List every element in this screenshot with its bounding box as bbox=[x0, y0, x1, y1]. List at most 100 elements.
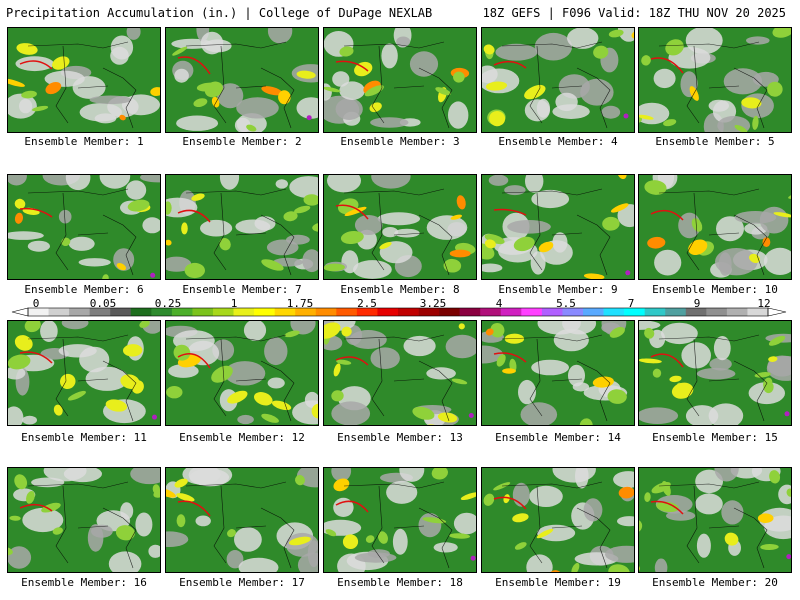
ensemble-member-label: Ensemble Member: 2 bbox=[182, 135, 302, 148]
scale-tick-label: 3.25 bbox=[419, 297, 447, 310]
scale-swatch bbox=[541, 308, 563, 316]
scale-swatch bbox=[48, 308, 70, 316]
ensemble-map-panel bbox=[7, 467, 161, 573]
precip-field bbox=[166, 175, 318, 279]
scale-swatch bbox=[274, 308, 296, 316]
ensemble-member-label: Ensemble Member: 9 bbox=[498, 283, 618, 296]
scale-swatch bbox=[254, 308, 275, 316]
scale-tick-label: 9 bbox=[693, 297, 701, 310]
scale-tick-label: 12 bbox=[757, 297, 771, 310]
precip-field bbox=[482, 321, 628, 425]
ensemble-member-label: Ensemble Member: 7 bbox=[182, 283, 302, 296]
precip-field bbox=[639, 321, 791, 425]
scale-tick-label: 2.5 bbox=[357, 297, 377, 310]
scale-tick-label: 7 bbox=[627, 297, 635, 310]
scale-swatch bbox=[521, 308, 543, 316]
scale-swatch bbox=[459, 308, 481, 316]
precip-field bbox=[166, 321, 318, 425]
ensemble-member-label: Ensemble Member: 12 bbox=[179, 431, 305, 444]
ensemble-map-panel bbox=[323, 320, 477, 426]
scale-swatch bbox=[562, 308, 584, 316]
precip-field bbox=[8, 321, 160, 425]
precip-field bbox=[639, 28, 791, 132]
scale-swatch bbox=[110, 308, 132, 316]
ensemble-map-panel bbox=[481, 320, 635, 426]
ensemble-map-panel bbox=[7, 320, 161, 426]
ensemble-map-panel bbox=[7, 27, 161, 133]
scale-tick-label: 0.25 bbox=[154, 297, 182, 310]
ensemble-member-label: Ensemble Member: 6 bbox=[24, 283, 144, 296]
ensemble-map-panel bbox=[7, 174, 161, 280]
precip-field bbox=[482, 28, 634, 129]
scale-swatch bbox=[583, 308, 604, 316]
ensemble-member-label: Ensemble Member: 15 bbox=[652, 431, 778, 444]
ensemble-member-label: Ensemble Member: 18 bbox=[337, 576, 463, 589]
map-title: Precipitation Accumulation (in.) | Colle… bbox=[6, 6, 433, 20]
precip-field bbox=[639, 468, 791, 572]
precip-field bbox=[324, 28, 470, 129]
precip-field bbox=[483, 468, 634, 572]
scale-swatch bbox=[398, 308, 419, 316]
scale-swatch bbox=[644, 308, 666, 316]
ensemble-member-label: Ensemble Member: 14 bbox=[495, 431, 621, 444]
scale-swatch bbox=[726, 308, 748, 316]
ensemble-member-label: Ensemble Member: 1 bbox=[24, 135, 144, 148]
scale-swatch bbox=[356, 308, 378, 316]
ensemble-map-panel bbox=[323, 467, 477, 573]
scale-swatch bbox=[665, 308, 687, 316]
ensemble-member-label: Ensemble Member: 13 bbox=[337, 431, 463, 444]
scale-tick-label: 5.5 bbox=[556, 297, 576, 310]
ensemble-map-panel bbox=[481, 27, 635, 133]
scale-swatch bbox=[747, 308, 769, 316]
ensemble-map-panel bbox=[481, 174, 635, 280]
ensemble-map-panel bbox=[323, 174, 477, 280]
ensemble-member-label: Ensemble Member: 5 bbox=[655, 135, 775, 148]
scale-swatch bbox=[480, 308, 502, 316]
scale-tick-label: 1.75 bbox=[286, 297, 314, 310]
ensemble-member-label: Ensemble Member: 17 bbox=[179, 576, 305, 589]
scale-swatch bbox=[130, 308, 152, 316]
ensemble-map-panel bbox=[638, 27, 792, 133]
ensemble-member-label: Ensemble Member: 10 bbox=[652, 283, 778, 296]
precip-field bbox=[8, 175, 160, 279]
ensemble-map-panel bbox=[165, 467, 319, 573]
precip-field bbox=[8, 468, 160, 572]
precip-field bbox=[166, 468, 318, 572]
scale-tick-label: 0.05 bbox=[89, 297, 117, 310]
ensemble-map-panel bbox=[165, 320, 319, 426]
ensemble-member-label: Ensemble Member: 4 bbox=[498, 135, 618, 148]
scale-swatch bbox=[336, 308, 358, 316]
scale-swatch bbox=[151, 308, 173, 316]
ensemble-member-label: Ensemble Member: 8 bbox=[340, 283, 460, 296]
scale-tick-label: 1 bbox=[230, 297, 238, 310]
scale-swatch bbox=[439, 308, 460, 316]
ensemble-map-panel bbox=[481, 467, 635, 573]
ensemble-map-panel bbox=[165, 27, 319, 133]
scale-swatch bbox=[69, 308, 90, 316]
ensemble-map-panel bbox=[323, 27, 477, 133]
scale-swatch bbox=[624, 308, 645, 316]
precip-field bbox=[324, 175, 476, 279]
precip-field bbox=[482, 175, 634, 279]
scale-tick-label: 0 bbox=[32, 297, 40, 310]
scale-swatch bbox=[685, 308, 707, 316]
scale-swatch bbox=[500, 308, 522, 316]
scale-right-arrow bbox=[767, 307, 787, 317]
scale-swatch bbox=[706, 308, 728, 316]
scale-swatch bbox=[192, 308, 214, 316]
scale-swatch bbox=[418, 308, 440, 316]
scale-swatch bbox=[603, 308, 625, 316]
ensemble-map-panel bbox=[638, 320, 792, 426]
ensemble-member-label: Ensemble Member: 3 bbox=[340, 135, 460, 148]
scale-swatch bbox=[315, 308, 337, 316]
precip-field bbox=[324, 321, 476, 425]
scale-left-arrow bbox=[11, 307, 29, 317]
precip-field bbox=[644, 175, 791, 278]
scale-tick-label: 4 bbox=[495, 297, 503, 310]
scale-swatch bbox=[89, 308, 111, 316]
scale-swatch bbox=[377, 308, 399, 316]
scale-swatch bbox=[171, 308, 193, 316]
ensemble-member-label: Ensemble Member: 11 bbox=[21, 431, 147, 444]
precip-field bbox=[171, 28, 318, 132]
scale-swatch bbox=[213, 308, 234, 316]
